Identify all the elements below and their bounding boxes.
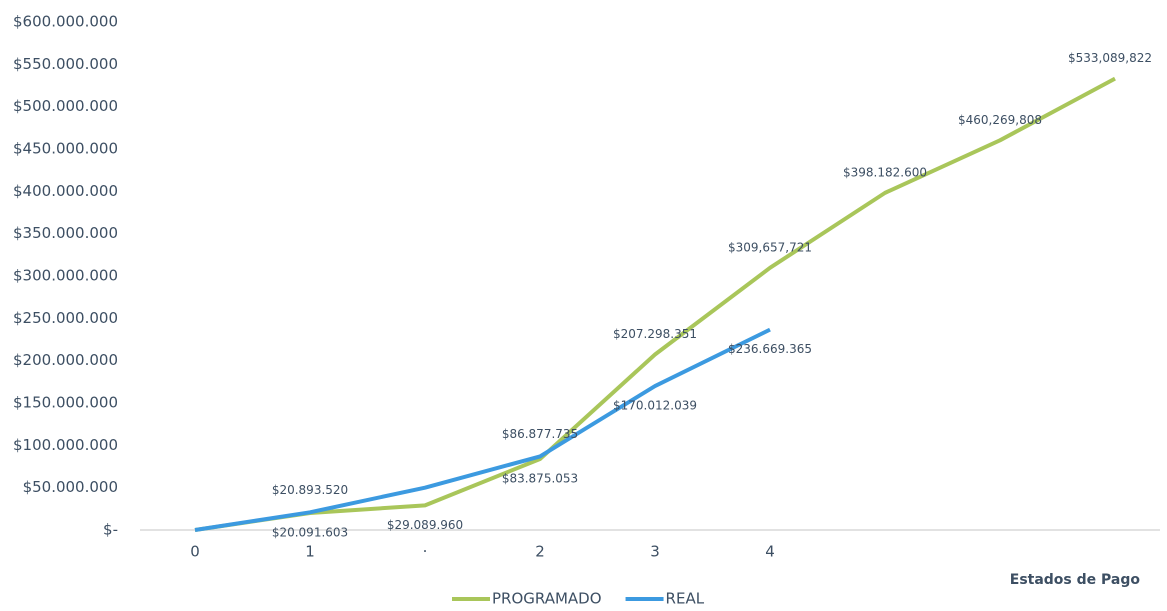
data-label: $460,269,808 bbox=[958, 113, 1042, 127]
y-tick-label: $500.000.000 bbox=[13, 97, 118, 115]
y-tick-label: $100.000.000 bbox=[13, 436, 118, 454]
data-label: $170.012.039 bbox=[613, 399, 697, 413]
legend-label: REAL bbox=[666, 590, 705, 608]
data-label: $309,657,721 bbox=[728, 240, 812, 254]
data-label: $207.298.351 bbox=[613, 327, 697, 341]
y-tick-label: $600.000.000 bbox=[13, 13, 118, 31]
y-tick-label: $250.000.000 bbox=[13, 309, 118, 327]
y-tick-label: $150.000.000 bbox=[13, 394, 118, 412]
y-tick-label: $450.000.000 bbox=[13, 140, 118, 158]
legend-label: PROGRAMADO bbox=[492, 590, 602, 608]
x-axis-title: Estados de Pago bbox=[1010, 572, 1141, 588]
y-tick-label: $- bbox=[103, 521, 118, 539]
x-tick-label: 1 bbox=[305, 543, 315, 561]
y-tick-label: $300.000.000 bbox=[13, 267, 118, 285]
y-tick-label: $400.000.000 bbox=[13, 182, 118, 200]
x-tick-label: · bbox=[423, 543, 428, 561]
data-label: $29.089.960 bbox=[387, 518, 463, 532]
data-label: $533,089,822 bbox=[1068, 51, 1152, 65]
data-label: $398.182.600 bbox=[843, 165, 927, 179]
data-label: $20.893.520 bbox=[272, 483, 348, 497]
x-tick-label: 0 bbox=[190, 543, 200, 561]
data-label: $83.875.053 bbox=[502, 471, 578, 485]
series-line bbox=[194, 327, 771, 532]
y-tick-label: $200.000.000 bbox=[13, 351, 118, 369]
y-tick-label: $50.000.000 bbox=[23, 478, 118, 496]
data-label: $86.877.735 bbox=[502, 427, 578, 441]
x-tick-label: 3 bbox=[650, 543, 660, 561]
series-line bbox=[194, 76, 1116, 532]
data-label: $20.091.603 bbox=[272, 525, 348, 539]
x-tick-label: 2 bbox=[535, 543, 545, 561]
x-tick-label: 4 bbox=[765, 543, 775, 561]
y-tick-label: $350.000.000 bbox=[13, 224, 118, 242]
y-tick-label: $550.000.000 bbox=[13, 55, 118, 73]
data-label: $236.669.365 bbox=[728, 342, 812, 356]
